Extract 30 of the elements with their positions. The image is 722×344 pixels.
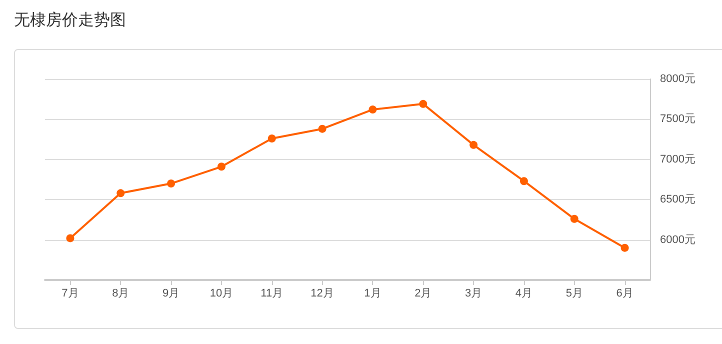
point [368,106,377,114]
point [116,189,125,198]
point [66,234,74,242]
x-tick-label: 6月 [616,288,634,300]
x-tick-label: 5月 [566,288,583,300]
y-tick-label: 7500元 [660,113,696,126]
point [470,140,478,149]
chart-title: 无棣房价走势图 [14,10,126,31]
point [570,214,578,223]
x-tick-label: 11月 [260,288,284,300]
x-tick-label: 9月 [162,288,180,300]
x-tick-label: 7月 [62,288,79,300]
point [167,180,176,188]
x-tick-label: 10月 [210,288,234,300]
point [620,244,629,252]
point [419,100,428,108]
x-tick-label: 12月 [310,288,334,300]
y-tick-label: 6500元 [660,194,696,206]
y-tick-label: 8000元 [660,73,696,85]
point [318,124,326,133]
point [520,177,528,186]
x-tick-label: 8月 [112,288,130,300]
x-tick-label: 3月 [464,288,482,300]
y-tick-label: 7000元 [660,153,696,166]
point [217,162,226,171]
y-tick-label: 6000元 [660,234,696,246]
x-tick-label: 1月 [364,288,382,300]
x-tick-label: 4月 [515,288,533,300]
x-tick-label: 2月 [414,288,432,300]
point [268,134,276,142]
